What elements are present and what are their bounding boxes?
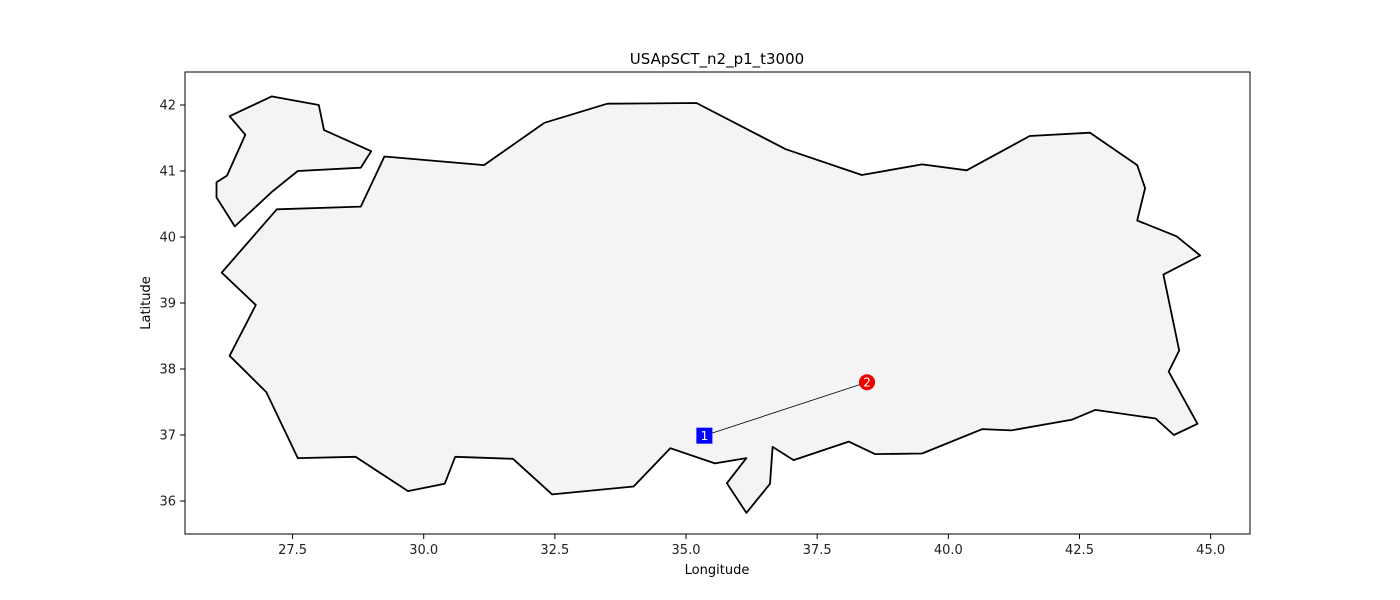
y-tick-label: 37 (159, 429, 176, 444)
x-axis-title: Longitude (685, 563, 750, 578)
y-axis: 36 37 38 39 40 41 42 (159, 99, 185, 510)
y-tick-label: 36 (159, 495, 176, 510)
y-tick-label: 40 (159, 231, 176, 246)
y-tick-label: 42 (159, 99, 176, 114)
plot-area: 12 (215, 95, 1202, 514)
node-label-1: 1 (701, 429, 709, 443)
x-tick-label: 42.5 (1065, 543, 1094, 558)
node-marker-1 (696, 427, 713, 444)
x-tick-label: 35.0 (672, 543, 701, 558)
x-tick-label: 30.0 (409, 543, 438, 558)
y-tick-label: 39 (159, 297, 176, 312)
y-tick-label: 41 (159, 165, 176, 180)
x-tick-label: 45.0 (1196, 543, 1225, 558)
x-tick-label: 27.5 (278, 543, 307, 558)
route-edge-1-2 (704, 381, 868, 437)
y-axis-title: Latitude (139, 276, 154, 330)
region-outline-1 (215, 95, 373, 228)
x-tick-label: 37.5 (803, 543, 832, 558)
region-outline-2 (220, 102, 1202, 514)
chart-title: USApSCT_n2_p1_t3000 (630, 50, 804, 69)
x-axis: 27.5 30.0 32.5 35.0 37.5 40.0 42.5 45.0 (278, 534, 1225, 558)
x-tick-label: 40.0 (934, 543, 963, 558)
y-tick-label: 38 (159, 363, 176, 378)
node-marker-2 (859, 374, 876, 391)
node-label-2: 2 (863, 376, 871, 390)
x-tick-label: 32.5 (540, 543, 569, 558)
